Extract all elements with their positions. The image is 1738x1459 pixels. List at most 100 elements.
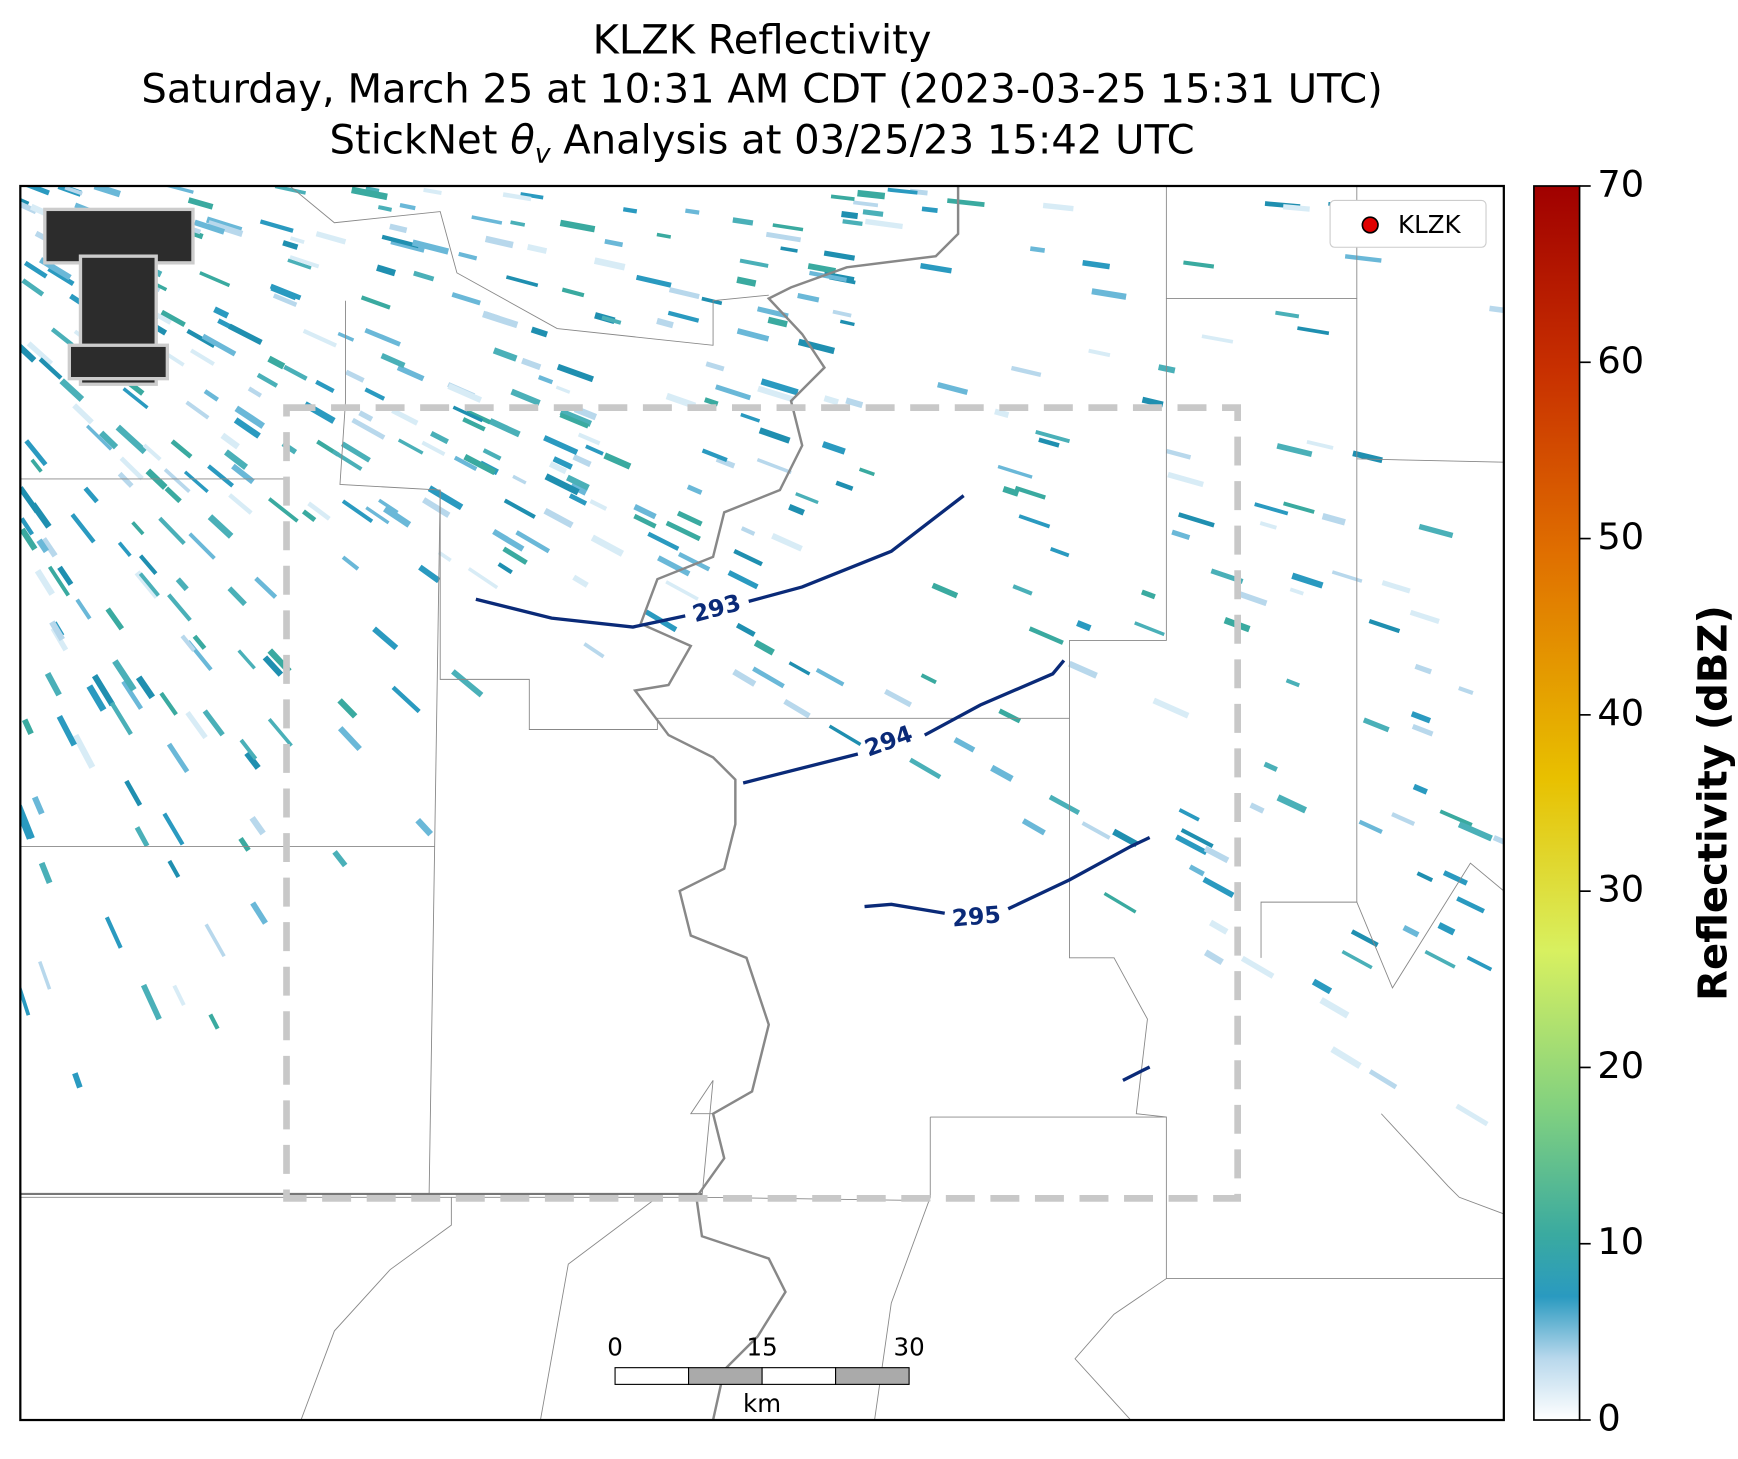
radar-streak [34, 569, 55, 596]
radar-streak [250, 901, 268, 925]
radar-streak [142, 443, 162, 462]
radar-streak [213, 306, 230, 319]
radar-streak [590, 534, 625, 557]
radar-streak [566, 474, 590, 491]
radar-streak [315, 379, 335, 393]
radar-streak [64, 185, 83, 196]
radar-streak [30, 458, 43, 473]
radar-streak [990, 764, 1014, 782]
radar-streak [1381, 580, 1411, 594]
radar-streak [180, 634, 196, 652]
radar-streak [657, 555, 691, 577]
radar-streak [1002, 485, 1020, 497]
radar-streak [411, 239, 450, 255]
radar-streak [887, 187, 918, 195]
radar-streak [207, 464, 235, 488]
radar-streak [1319, 997, 1350, 1019]
radar-streak [520, 192, 544, 200]
radar-streak [85, 424, 113, 451]
radar-streak [701, 296, 723, 306]
radar-streak [1152, 697, 1190, 719]
radar-streak [423, 187, 442, 196]
radar-streak [732, 668, 757, 687]
radar-streak [931, 582, 959, 599]
radar-streak [47, 565, 70, 597]
radar-streak [1297, 326, 1330, 336]
radar-streak [701, 448, 728, 463]
radar-streak [391, 408, 419, 426]
analysis-domain [283, 404, 1241, 1202]
radar-streak [1088, 348, 1111, 358]
radar-streak [1091, 288, 1127, 300]
radar-streak [228, 323, 263, 345]
radar-streak [1201, 334, 1234, 344]
radar-streak [1203, 949, 1224, 966]
radar-streak [1368, 618, 1401, 634]
colorbar-ticks: 0 10 20 30 40 50 60 70 [1579, 162, 1644, 1440]
radar-streak [270, 284, 298, 301]
radar-streak [705, 361, 725, 372]
radar-streak [59, 378, 85, 402]
radar-streak [389, 223, 408, 234]
radar-streak [1048, 794, 1081, 816]
radar-streak [543, 507, 574, 529]
radar-streak [332, 850, 348, 868]
radar-streak [223, 449, 248, 470]
radar-streak [164, 486, 182, 504]
radar-streak [138, 572, 160, 597]
radar-streak [447, 383, 483, 403]
radar-streak [121, 680, 144, 710]
radar-streak [249, 816, 266, 836]
radar-streak [667, 310, 700, 323]
radar-streak [752, 666, 785, 689]
radar-streak [23, 260, 48, 279]
radar-streak [244, 751, 261, 770]
radar-streak [572, 574, 589, 588]
radar-streak [1321, 513, 1346, 526]
radar-streak [122, 387, 149, 410]
radar-streak [1368, 1069, 1398, 1090]
colorbar-tick-label: 20 [1597, 1044, 1644, 1087]
radar-streak [577, 432, 601, 446]
radar-streak [237, 649, 256, 670]
radar-streak [364, 387, 386, 401]
radar-streak [351, 417, 386, 440]
radar-streak [1424, 950, 1456, 969]
radar-streak [601, 315, 622, 325]
radar-streak [760, 378, 799, 396]
radar-streak [1012, 584, 1033, 596]
radar-streak [83, 486, 99, 504]
radar-streak [160, 309, 186, 327]
radar-streak [1456, 896, 1485, 914]
radar-streak [162, 812, 185, 846]
radar-streak [997, 464, 1033, 479]
radar-streak [510, 220, 526, 227]
radar-streak [765, 231, 802, 243]
colorbar-tick-label: 30 [1597, 868, 1644, 911]
radar-streak [736, 276, 757, 287]
radar-streak [86, 684, 107, 712]
radar-streak [484, 311, 500, 322]
radar-streak [283, 364, 308, 381]
radar-streak [853, 200, 879, 208]
radar-streak [715, 384, 752, 401]
radar-streak [845, 397, 864, 409]
analysis-line: StickNet θv Analysis at 03/25/23 15:42 U… [330, 118, 1195, 170]
radar-streak [199, 271, 231, 288]
radar-streak [256, 372, 279, 388]
radar-streak [1175, 834, 1208, 856]
radar-streak [340, 441, 371, 463]
radar-streak [70, 513, 96, 544]
radar-streak [166, 742, 190, 774]
radar-streak [49, 620, 65, 642]
radar-streak [1014, 485, 1046, 500]
radar-streak [437, 550, 452, 562]
radar-streak [1455, 1103, 1489, 1127]
radar-streak [656, 317, 674, 329]
scale-tick: 30 [894, 1332, 925, 1361]
radar-streak [185, 400, 210, 420]
radar-streak [38, 961, 52, 990]
radar-streak [677, 551, 711, 572]
radar-streak [1010, 365, 1042, 378]
colorbar-tick-label: 0 [1597, 1397, 1620, 1440]
